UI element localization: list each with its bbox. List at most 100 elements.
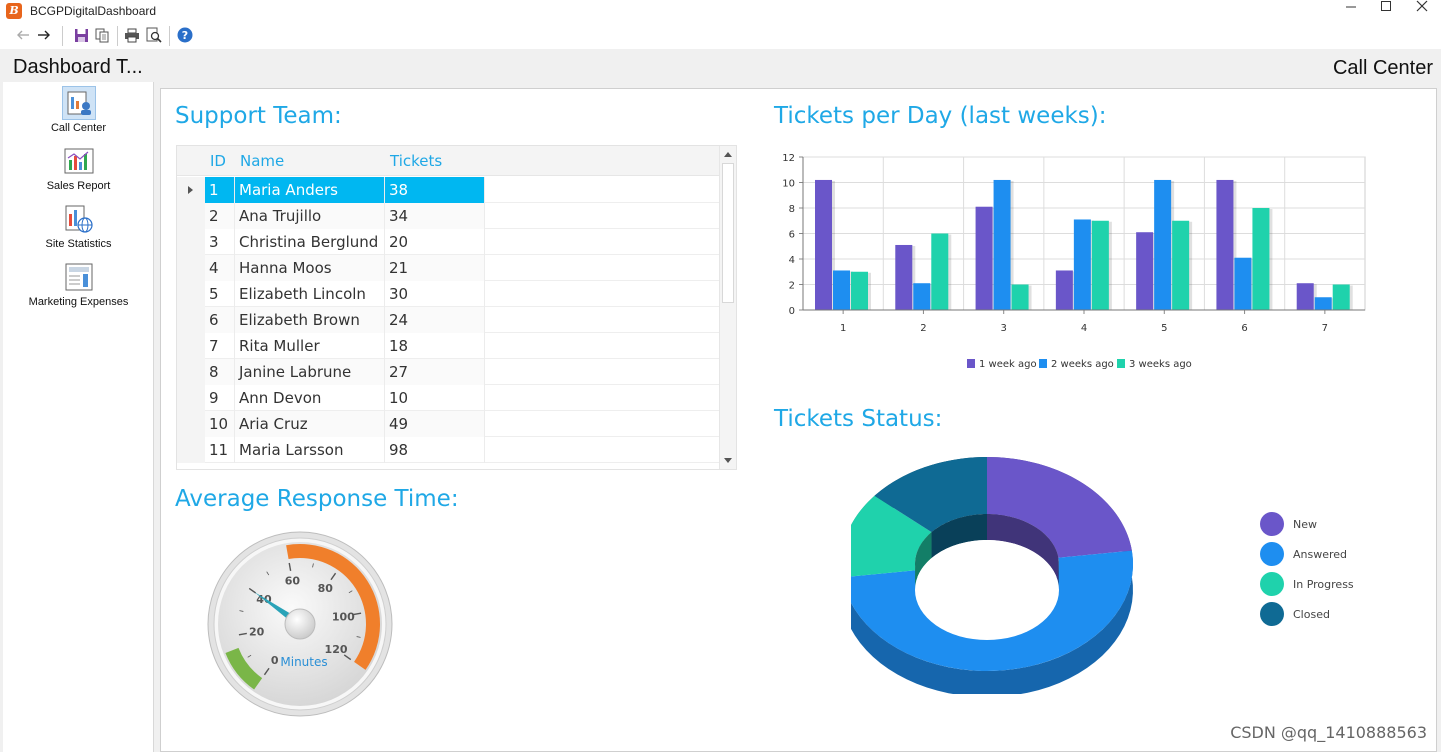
forward-button[interactable]: [34, 26, 54, 44]
print-button[interactable]: [122, 26, 142, 44]
svg-text:?: ?: [182, 29, 188, 42]
cell-name: Christina Berglund: [235, 229, 385, 255]
column-header-name[interactable]: Name: [240, 152, 285, 170]
bar: [913, 283, 931, 310]
x-tick-label: 2: [920, 323, 926, 334]
bar: [833, 270, 850, 310]
cell-name: Elizabeth Lincoln: [235, 281, 385, 307]
legend-label: In Progress: [1293, 578, 1354, 591]
cell-name: Maria Anders: [235, 177, 385, 203]
grid-header: ID Name Tickets: [177, 146, 719, 176]
marketing-expenses-icon: [62, 260, 96, 294]
current-row-arrow-icon: [188, 186, 193, 194]
minimize-button[interactable]: [1334, 0, 1368, 20]
table-row[interactable]: 10 Aria Cruz 49: [177, 411, 719, 437]
sidebar-item-call-center[interactable]: Call Center: [3, 86, 154, 134]
row-indicator[interactable]: [177, 281, 205, 307]
row-indicator[interactable]: [177, 437, 205, 463]
cell-name: Hanna Moos: [235, 255, 385, 281]
bar: [975, 206, 993, 310]
minimize-icon: [1346, 6, 1356, 8]
bar: [993, 179, 1011, 310]
dashboard-panel: Support Team: ID Name Tickets 1 Maria And…: [160, 88, 1437, 752]
cell-name: Maria Larsson: [235, 437, 385, 463]
forward-icon: [38, 30, 50, 40]
gauge-tick-label: 100: [332, 610, 355, 623]
cell-id: 3: [205, 229, 235, 255]
copy-button[interactable]: [92, 26, 112, 44]
sidebar-item-marketing-expenses[interactable]: Marketing Expenses: [3, 260, 154, 308]
save-icon: [74, 28, 88, 42]
cell-tickets: 24: [385, 307, 485, 333]
bar: [1332, 284, 1350, 310]
cell-id: 5: [205, 281, 235, 307]
close-button[interactable]: [1405, 0, 1439, 20]
row-indicator[interactable]: [177, 203, 205, 229]
gauge-tick: [348, 590, 353, 594]
back-button[interactable]: [13, 26, 33, 44]
support-team-grid[interactable]: ID Name Tickets 1 Maria Anders 38 2 Ana Truj…: [176, 145, 737, 470]
bar: [1234, 257, 1252, 310]
table-row[interactable]: 9 Ann Devon 10: [177, 385, 719, 411]
gauge-tick: [238, 632, 247, 636]
legend-swatch: [1260, 542, 1284, 566]
table-row[interactable]: 8 Janine Labrune 27: [177, 359, 719, 385]
column-header-id[interactable]: ID: [210, 152, 226, 170]
table-row[interactable]: 7 Rita Muller 18: [177, 333, 719, 359]
donut-slice: [874, 457, 987, 533]
cell-id: 9: [205, 385, 235, 411]
table-row[interactable]: 6 Elizabeth Brown 24: [177, 307, 719, 333]
cell-id: 11: [205, 437, 235, 463]
tickets-per-day-title: Tickets per Day (last weeks):: [774, 103, 1107, 129]
row-indicator[interactable]: [177, 359, 205, 385]
table-row[interactable]: 3 Christina Berglund 20: [177, 229, 719, 255]
grid-scrollbar[interactable]: [719, 146, 736, 469]
y-tick-label: 4: [789, 255, 795, 266]
maximize-button[interactable]: [1369, 0, 1403, 20]
sales-report-icon: [62, 144, 96, 178]
gauge-tick: [312, 563, 314, 568]
scroll-down-icon[interactable]: [724, 458, 732, 463]
x-tick-label: 6: [1241, 323, 1247, 334]
donut-hole: [915, 540, 1059, 640]
table-row[interactable]: 11 Maria Larsson 98: [177, 437, 719, 463]
bar: [931, 233, 949, 310]
row-indicator[interactable]: [177, 229, 205, 255]
toolbar-separator: [62, 26, 63, 46]
print-preview-button[interactable]: [144, 26, 164, 44]
cell-name: Elizabeth Brown: [235, 307, 385, 333]
row-indicator[interactable]: [177, 385, 205, 411]
gauge-tick-label: 120: [325, 643, 348, 656]
sidebar-title: Dashboard T...: [13, 56, 143, 78]
legend-swatch: [1260, 512, 1284, 536]
table-row[interactable]: 2 Ana Trujillo 34: [177, 203, 719, 229]
response-time-gauge: 020406080100120Minutes: [207, 531, 393, 717]
row-indicator[interactable]: [177, 411, 205, 437]
row-indicator[interactable]: [177, 177, 205, 203]
donut-slice: [851, 495, 932, 577]
save-button[interactable]: [71, 26, 91, 44]
column-header-tickets[interactable]: Tickets: [390, 152, 443, 170]
table-row[interactable]: 1 Maria Anders 38: [177, 177, 719, 203]
sidebar-item-site-statistics[interactable]: Site Statistics: [3, 202, 154, 250]
toolbar-separator: [117, 26, 118, 46]
scroll-up-icon[interactable]: [724, 152, 732, 157]
table-row[interactable]: 4 Hanna Moos 21: [177, 255, 719, 281]
row-indicator[interactable]: [177, 255, 205, 281]
cell-tickets: 30: [385, 281, 485, 307]
legend-swatch: [1117, 359, 1125, 368]
row-indicator[interactable]: [177, 333, 205, 359]
cell-name: Rita Muller: [235, 333, 385, 359]
row-indicator[interactable]: [177, 307, 205, 333]
sidebar-item-sales-report[interactable]: Sales Report: [3, 144, 154, 192]
scroll-thumb[interactable]: [722, 163, 734, 303]
y-tick-label: 10: [782, 179, 795, 190]
bar: [1216, 179, 1234, 310]
cell-id: 1: [205, 177, 235, 203]
table-row[interactable]: 5 Elizabeth Lincoln 30: [177, 281, 719, 307]
help-button[interactable]: ?: [175, 26, 195, 44]
response-time-title: Average Response Time:: [175, 486, 459, 512]
sidebar-item-label: Call Center: [50, 122, 107, 134]
cell-tickets: 20: [385, 229, 485, 255]
cell-id: 7: [205, 333, 235, 359]
